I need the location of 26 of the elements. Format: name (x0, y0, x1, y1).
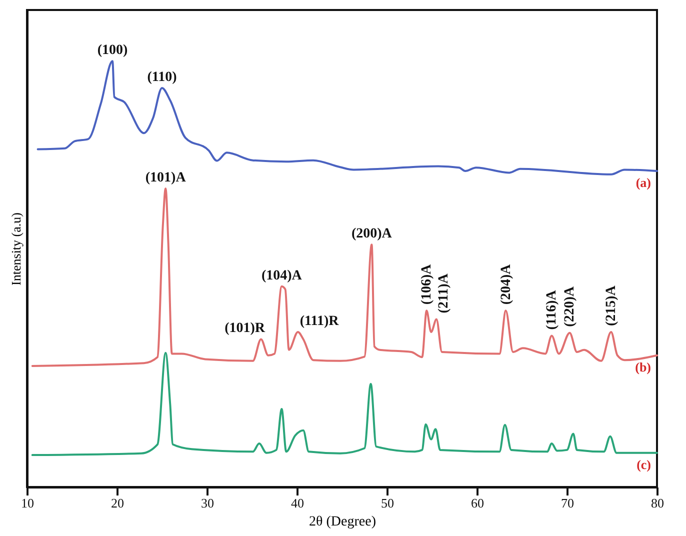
x-tick-label: 70 (561, 496, 574, 510)
annotation: (110) (147, 70, 178, 85)
annotation: (100) (97, 43, 128, 58)
annotation: (101)R (224, 321, 266, 336)
x-tick-label: 10 (21, 496, 34, 510)
x-axis-title: 2θ (Degree) (309, 514, 376, 530)
x-tick-label: 40 (291, 496, 304, 510)
annotation: (116)A (544, 289, 560, 330)
x-tick-label: 50 (381, 496, 394, 510)
annotation: (220)A (562, 286, 578, 327)
x-tick-label: 20 (111, 496, 124, 510)
annotation: (215)A (604, 284, 620, 326)
x-tick-label: 30 (201, 496, 214, 510)
series-label: (a) (636, 174, 651, 190)
annotation: (111)R (300, 314, 340, 329)
annotation: (101)A (145, 170, 187, 186)
annotation: (104)A (261, 268, 303, 284)
annotation: (211)A (436, 272, 452, 314)
x-tick-label: 60 (471, 496, 484, 510)
y-axis-title: Intensity (a.u) (8, 212, 24, 286)
series-label: (c) (636, 456, 651, 472)
annotation: (106)A (420, 263, 435, 305)
annotation: (204)A (498, 263, 514, 305)
annotation: (200)A (351, 226, 393, 242)
series-label: (b) (635, 359, 651, 374)
x-tick-label: 80 (651, 496, 664, 510)
